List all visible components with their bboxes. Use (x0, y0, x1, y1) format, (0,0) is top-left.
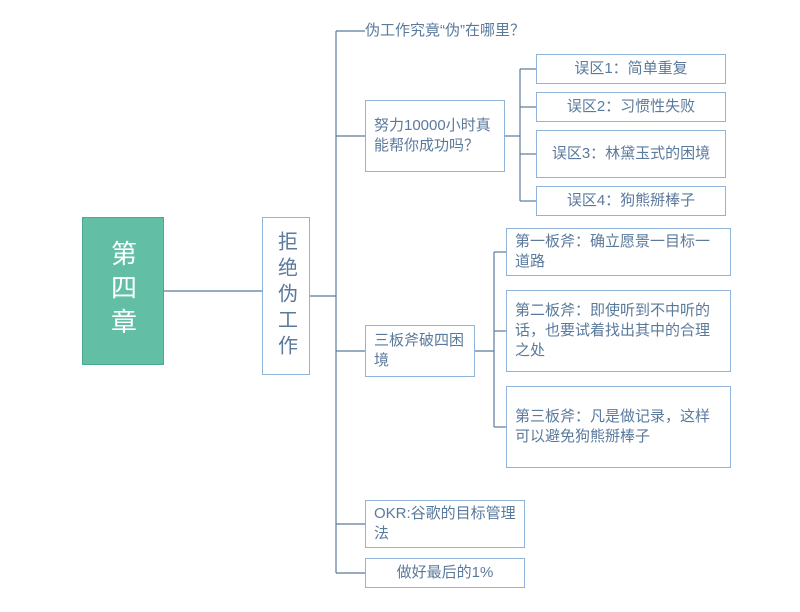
branch-b5: 做好最后的1% (365, 558, 525, 588)
root-node: 第四章 (82, 217, 164, 365)
leaf-b3-2: 第三板斧：凡是做记录，这样可以避免狗熊掰棒子 (506, 386, 731, 468)
leaf-b3-0: 第一板斧：确立愿景一目标一道路 (506, 228, 731, 276)
level2-node: 拒绝伪工作 (262, 217, 310, 375)
leaf-b2-0: 误区1：简单重复 (536, 54, 726, 84)
leaf-b3-1: 第二板斧：即使听到不中听的话，也要试着找出其中的合理之处 (506, 290, 731, 372)
branch-b2: 努力10000小时真能帮你成功吗？ (365, 100, 505, 172)
branch-b1: 伪工作究竟“伪”在哪里？ (365, 16, 585, 46)
leaf-b2-3: 误区4：狗熊掰棒子 (536, 186, 726, 216)
leaf-b2-1: 误区2：习惯性失败 (536, 92, 726, 122)
branch-b4: OKR:谷歌的目标管理法 (365, 500, 525, 548)
branch-b3: 三板斧破四困境 (365, 325, 475, 377)
leaf-b2-2: 误区3：林黛玉式的困境 (536, 130, 726, 178)
